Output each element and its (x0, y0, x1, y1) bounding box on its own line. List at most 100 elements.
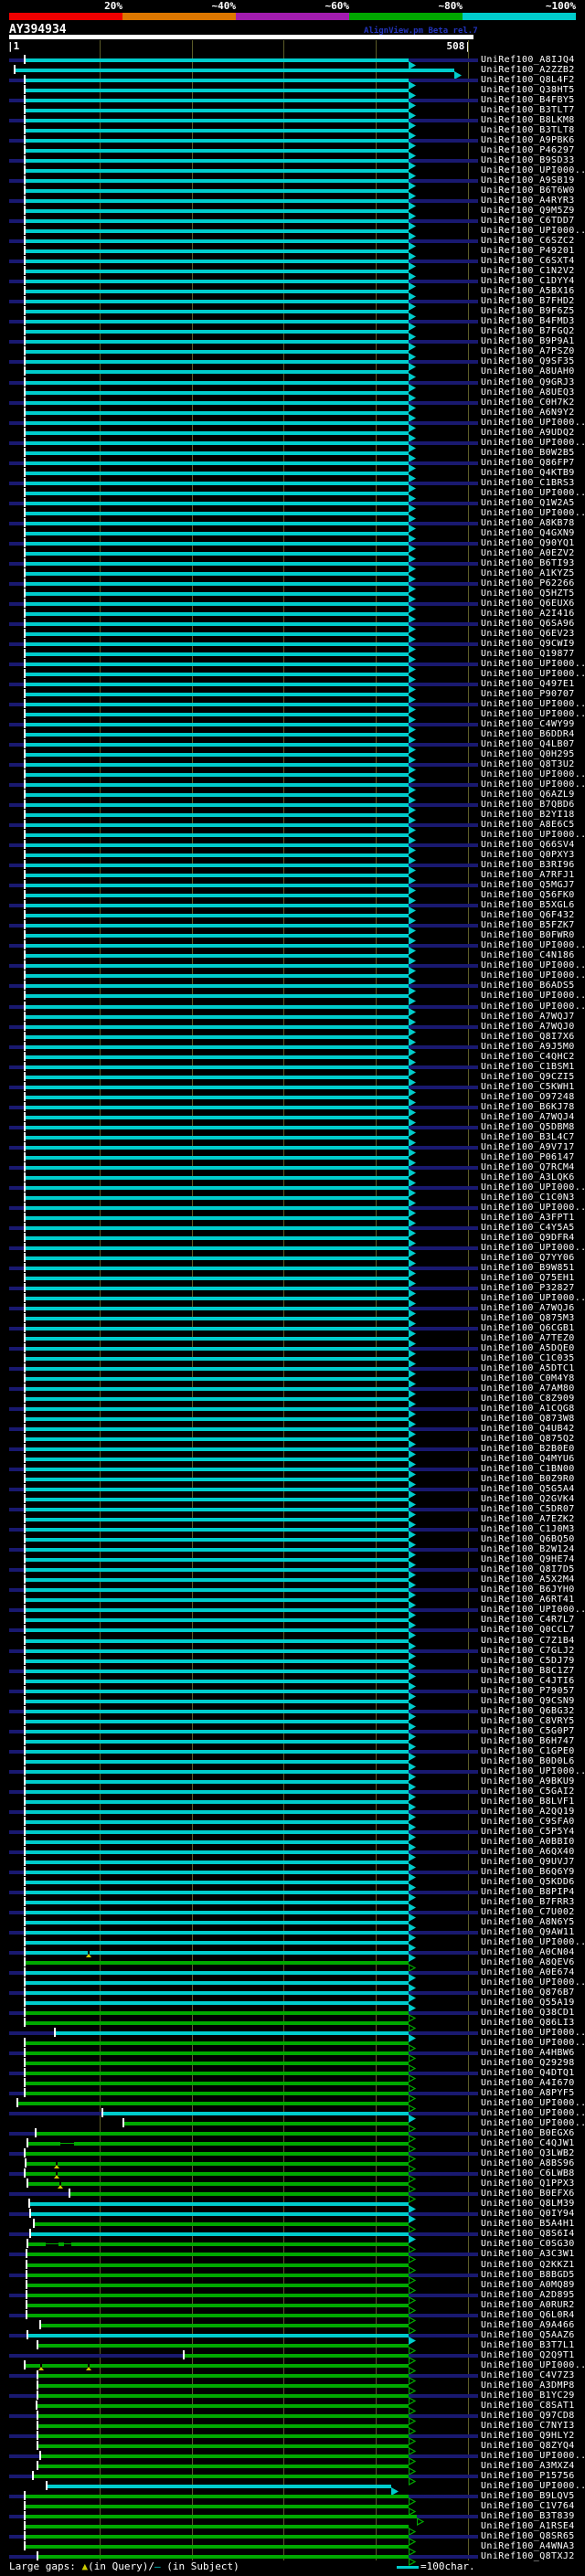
alignment-row[interactable]: UniRef100_UPI000.. (0, 779, 585, 794)
alignment-row[interactable]: UniRef100_Q8ZYQ4 (0, 2441, 585, 2456)
alignment-row[interactable]: UniRef100_Q7RCM4 (0, 1162, 585, 1177)
alignment-row[interactable]: UniRef100_B2YI18 (0, 810, 585, 824)
hit-label[interactable]: UniRef100_UPI000.. (481, 1977, 585, 1988)
hit-label[interactable]: UniRef100_UPI000.. (481, 2360, 585, 2370)
alignment-row[interactable]: UniRef100_B6Q6Y9 (0, 1867, 585, 1882)
alignment-row[interactable]: UniRef100_UPI000.. (0, 699, 585, 714)
alignment-row[interactable]: UniRef100_P79057 (0, 1686, 585, 1701)
alignment-bar[interactable] (26, 843, 409, 847)
alignment-row[interactable]: UniRef100_B1YC29 (0, 2390, 585, 2406)
alignment-bar[interactable] (26, 1528, 409, 1532)
alignment-bar[interactable] (26, 1256, 409, 1260)
alignment-bar[interactable] (27, 2304, 409, 2307)
hit-label[interactable]: UniRef100_Q0CCL7 (481, 1625, 575, 1635)
alignment-row[interactable]: UniRef100_A6QX40 (0, 1847, 585, 1861)
alignment-row[interactable]: UniRef100_C4V7Z3 (0, 2370, 585, 2386)
alignment-row[interactable]: UniRef100_B9F6Z5 (0, 306, 585, 321)
alignment-row[interactable]: UniRef100_B8PIP4 (0, 1887, 585, 1902)
alignment-bar[interactable] (26, 1347, 409, 1351)
alignment-bar[interactable] (26, 1921, 409, 1924)
alignment-row[interactable]: UniRef100_Q2KKZ1 (0, 2260, 585, 2275)
alignment-bar[interactable] (26, 934, 409, 938)
hit-label[interactable]: UniRef100_C5G0P7 (481, 1726, 575, 1736)
hit-label[interactable]: UniRef100_A7RFJ1 (481, 870, 575, 880)
alignment-bar[interactable] (26, 381, 409, 385)
alignment-row[interactable]: UniRef100_Q6L0R4 (0, 2310, 585, 2326)
alignment-bar[interactable] (26, 300, 409, 303)
alignment-bar[interactable] (26, 1116, 409, 1119)
alignment-bar[interactable] (41, 2324, 409, 2327)
alignment-bar[interactable] (26, 1216, 409, 1220)
hit-label[interactable]: UniRef100_P32827 (481, 1283, 575, 1293)
hit-label[interactable]: UniRef100_A7AM80 (481, 1383, 575, 1394)
alignment-row[interactable]: UniRef100_A8QEV6 (0, 1957, 585, 1973)
alignment-row[interactable]: UniRef100_P15756 (0, 2471, 585, 2486)
hit-label[interactable]: UniRef100_A4I670 (481, 2078, 575, 2088)
hit-label[interactable]: UniRef100_A4RYR3 (481, 196, 575, 206)
alignment-bar[interactable] (26, 1498, 409, 1501)
alignment-row[interactable]: UniRef100_C4QJW1 (0, 2138, 585, 2154)
alignment-bar[interactable] (26, 2364, 409, 2368)
alignment-row[interactable]: UniRef100_A2ZZB2 (0, 65, 585, 80)
alignment-row[interactable]: UniRef100_B6ADS5 (0, 981, 585, 995)
alignment-bar[interactable] (26, 602, 409, 606)
alignment-bar[interactable] (26, 2051, 409, 2055)
hit-label[interactable]: UniRef100_P15756 (481, 2471, 575, 2481)
hit-label[interactable]: UniRef100_Q4KTB9 (481, 468, 575, 478)
alignment-row[interactable]: UniRef100_UPI000.. (0, 1243, 585, 1257)
alignment-bar[interactable] (26, 713, 409, 716)
hit-label[interactable]: UniRef100_Q86FP7 (481, 458, 575, 468)
alignment-row[interactable]: UniRef100_C1BN00 (0, 1464, 585, 1479)
alignment-bar[interactable] (26, 1720, 409, 1723)
alignment-row[interactable]: UniRef100_A4HBW6 (0, 2048, 585, 2063)
alignment-row[interactable]: UniRef100_Q38CD1 (0, 2008, 585, 2023)
alignment-bar[interactable] (41, 2454, 409, 2458)
alignment-row[interactable]: UniRef100_B0Z9R0 (0, 1474, 585, 1489)
alignment-bar[interactable] (38, 2384, 409, 2388)
alignment-bar[interactable] (26, 1850, 409, 1854)
alignment-row[interactable]: UniRef100_Q4KTB9 (0, 468, 585, 482)
alignment-bar[interactable] (38, 2424, 409, 2428)
alignment-row[interactable]: UniRef100_B7FRR3 (0, 1897, 585, 1912)
hit-label[interactable]: UniRef100_A9A466 (481, 2320, 575, 2330)
hit-label[interactable]: UniRef100_C4V7Z3 (481, 2370, 575, 2380)
alignment-bar[interactable] (26, 129, 409, 133)
hit-label[interactable]: UniRef100_Q9CWI9 (481, 639, 575, 649)
alignment-row[interactable]: UniRef100_Q2GVK4 (0, 1494, 585, 1509)
alignment-row[interactable]: UniRef100_C1C0N3 (0, 1193, 585, 1207)
alignment-bar[interactable] (26, 1760, 409, 1764)
alignment-row[interactable]: UniRef100_A3LQK6 (0, 1172, 585, 1187)
alignment-row[interactable]: UniRef100_Q5KDD6 (0, 1877, 585, 1892)
hit-label[interactable]: UniRef100_B8LVF1 (481, 1797, 575, 1807)
hit-label[interactable]: UniRef100_B3L4C7 (481, 1132, 575, 1142)
alignment-bar[interactable] (26, 874, 409, 877)
alignment-row[interactable]: UniRef100_A1KYZ5 (0, 568, 585, 583)
alignment-row[interactable]: UniRef100_A3MXZ4 (0, 2461, 585, 2476)
alignment-bar[interactable] (26, 1931, 409, 1935)
alignment-bar[interactable] (38, 2444, 409, 2448)
hit-label[interactable]: UniRef100_B2YI18 (481, 810, 575, 820)
alignment-bar[interactable] (26, 1750, 409, 1754)
alignment-row[interactable]: UniRef100_Q7YY06 (0, 1253, 585, 1267)
alignment-row[interactable]: UniRef100_C5GAI2 (0, 1786, 585, 1801)
alignment-bar[interactable] (18, 2102, 409, 2105)
hit-label[interactable]: UniRef100_B5FZK7 (481, 920, 575, 930)
hit-label[interactable]: UniRef100_A3C3W1 (481, 2249, 575, 2259)
alignment-row[interactable]: UniRef100_UPI000.. (0, 165, 585, 180)
alignment-row[interactable]: UniRef100_C5DJ79 (0, 1656, 585, 1670)
alignment-row[interactable]: UniRef100_A3C3W1 (0, 2249, 585, 2264)
hit-label[interactable]: UniRef100_UPI000.. (481, 970, 585, 981)
alignment-bar[interactable] (26, 1558, 409, 1562)
alignment-row[interactable]: UniRef100_C8SAT1 (0, 2401, 585, 2416)
alignment-row[interactable]: UniRef100_P62266 (0, 578, 585, 593)
alignment-bar[interactable] (26, 783, 409, 787)
alignment-row[interactable]: UniRef100_Q4LB07 (0, 739, 585, 754)
hit-label[interactable]: UniRef100_UPI000.. (481, 2451, 585, 2461)
alignment-row[interactable]: UniRef100_A1RSE4 (0, 2521, 585, 2537)
alignment-bar[interactable] (26, 522, 409, 525)
hit-label[interactable]: UniRef100_C4QHC2 (481, 1052, 575, 1062)
hit-label[interactable]: UniRef100_UPI000.. (481, 1605, 585, 1615)
alignment-row[interactable]: UniRef100_UPI000.. (0, 488, 585, 503)
hit-label[interactable]: UniRef100_C7NYI3 (481, 2421, 575, 2431)
alignment-bar[interactable] (26, 391, 409, 395)
